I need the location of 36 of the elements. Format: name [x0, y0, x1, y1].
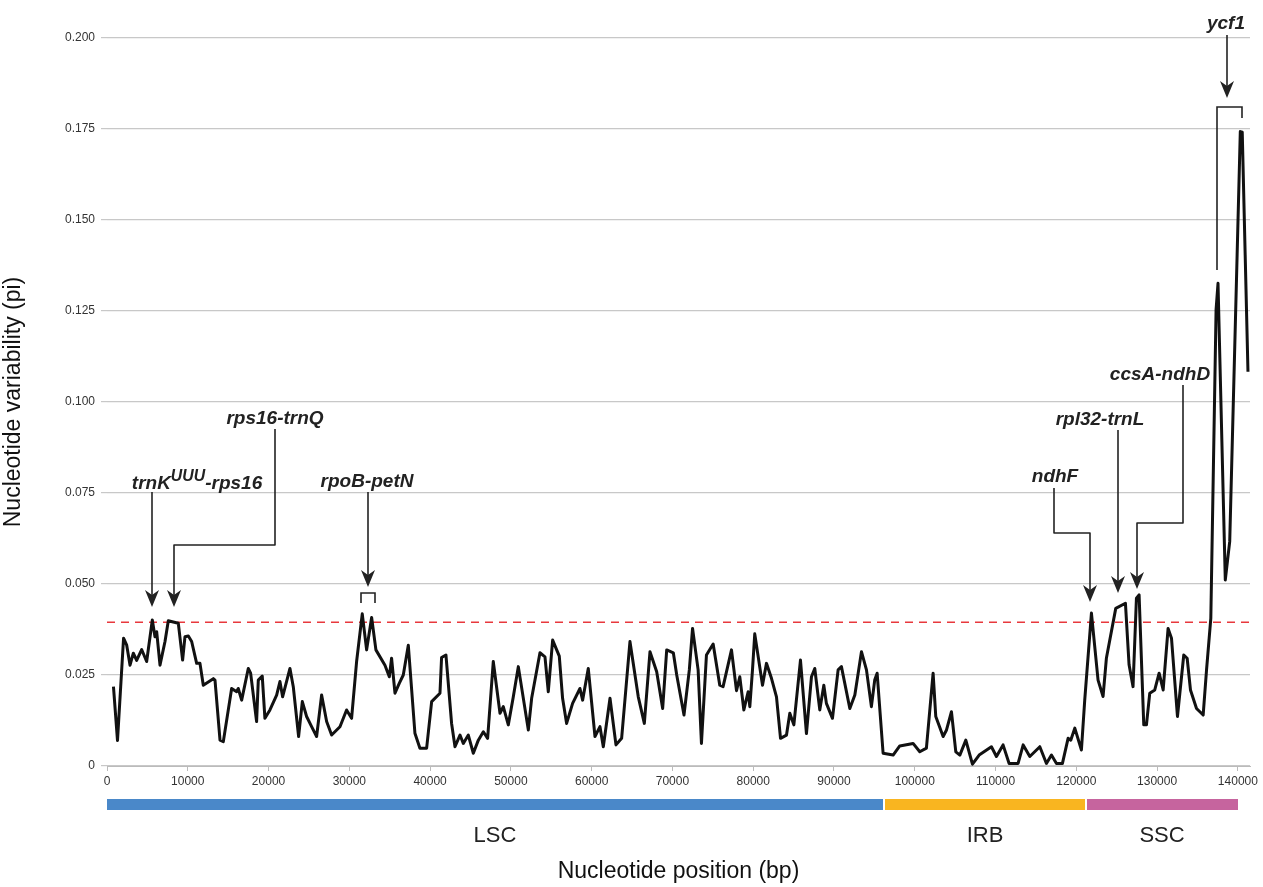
- x-tick-label: 90000: [817, 773, 851, 788]
- text: SSC: [1139, 822, 1185, 847]
- x-tick-label: 110000: [975, 773, 1016, 788]
- text: IRB: [966, 822, 1004, 847]
- annotation: rpoB-petN: [320, 469, 414, 491]
- x-tick-label: 40000: [413, 773, 448, 788]
- y-tick-label: 0.150: [64, 212, 96, 227]
- text: ycf1: [1206, 11, 1246, 33]
- y-axis-title: Nucleotide variability (pi): [0, 276, 26, 528]
- y-tick-label: 0: [88, 758, 96, 773]
- x-tick-label: 50000: [494, 773, 528, 788]
- annotation: trnK$^{UUU}$-rps16: [131, 467, 263, 493]
- annotation: rpl32-trnL: [1055, 407, 1145, 429]
- x-axis-title: Nucleotide position (bp): [557, 856, 800, 883]
- y-tick-label: 0.050: [64, 576, 96, 591]
- x-tick-label: 0: [103, 773, 111, 788]
- x-tick-label: 30000: [332, 773, 367, 788]
- x-tick-label: 10000: [171, 773, 205, 788]
- y-tick-label: 0.025: [64, 667, 96, 682]
- annotation: ccsA-ndhD: [1109, 362, 1211, 384]
- x-tick-label: 20000: [251, 773, 286, 788]
- x-tick-label: 120000: [1056, 773, 1097, 788]
- x-tick-label: 80000: [736, 773, 771, 788]
- y-tick-label: 0.200: [64, 30, 96, 45]
- y-tick-label: 0.175: [64, 121, 96, 136]
- text: LSC: [473, 822, 517, 847]
- y-tick-label: 0.125: [64, 303, 96, 318]
- y-tick-label: 0.075: [64, 485, 96, 500]
- x-tick-label: 130000: [1137, 773, 1178, 788]
- x-tick-label: 100000: [894, 773, 936, 788]
- y-tick-label: 0.100: [64, 394, 96, 409]
- x-tick-label: 140000: [1217, 773, 1259, 788]
- annotation: rps16-trnQ: [226, 406, 324, 428]
- annotation: ndhF: [1031, 464, 1079, 486]
- x-tick-label: 70000: [655, 773, 690, 788]
- x-tick-label: 60000: [574, 773, 609, 788]
